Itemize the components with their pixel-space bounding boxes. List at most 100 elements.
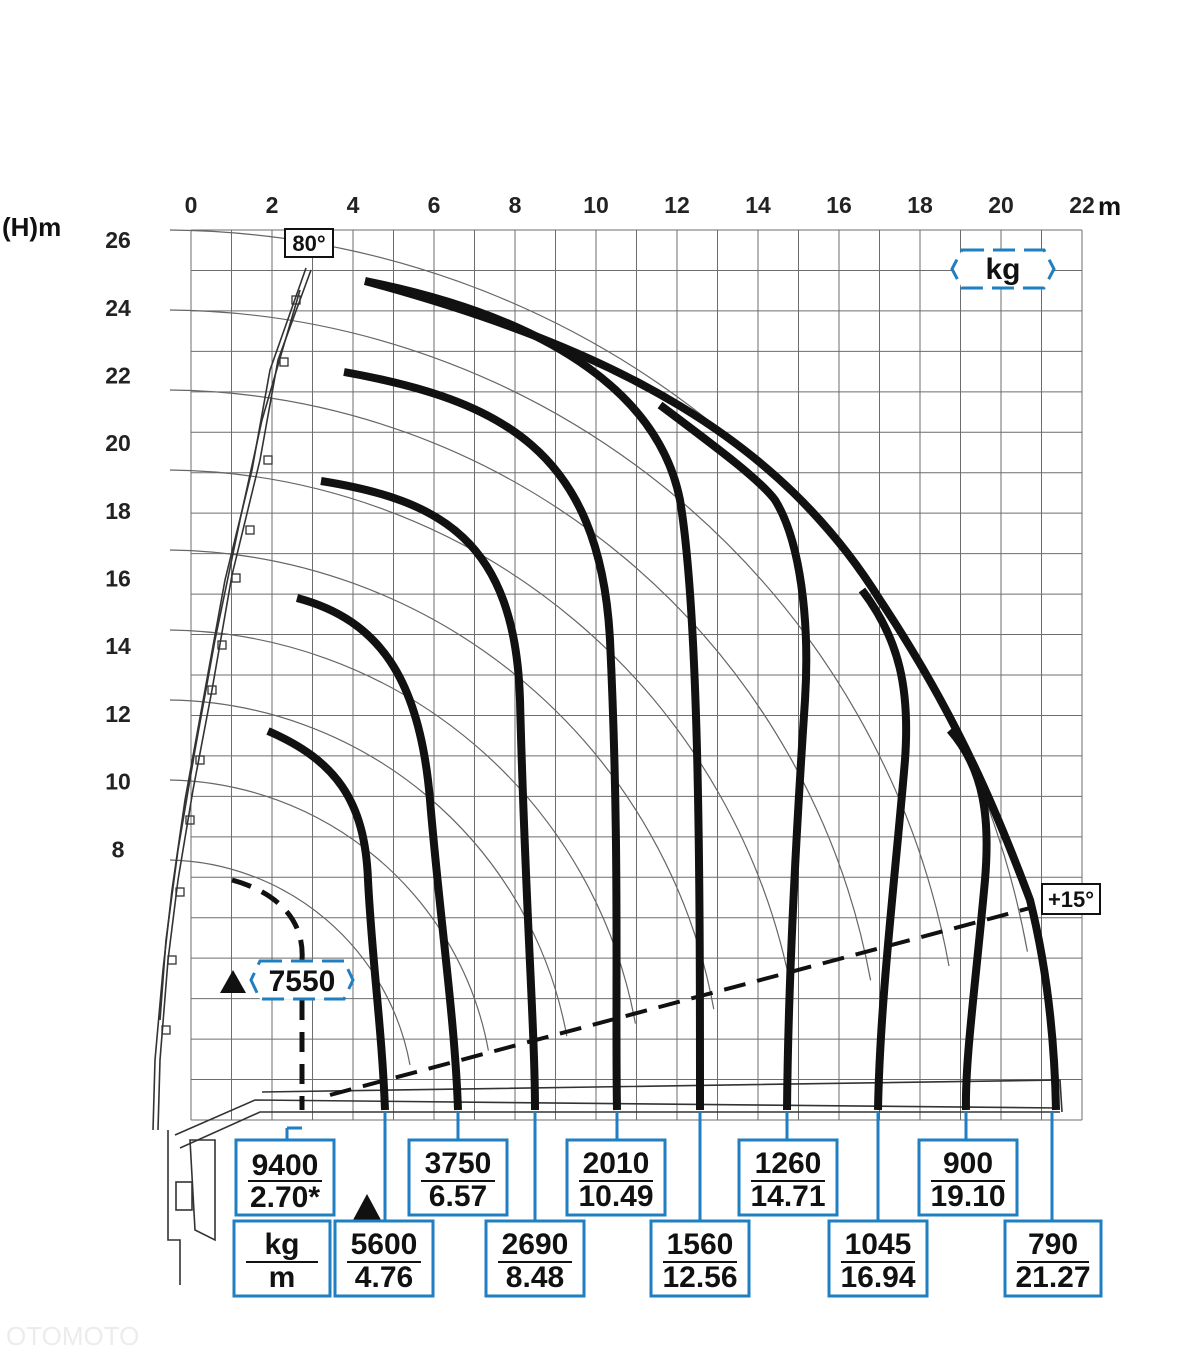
unit-key-reach: m	[269, 1261, 296, 1294]
x-tick-label: 22	[1069, 192, 1095, 218]
warning-triangle-icon	[353, 1194, 381, 1220]
max-angle-label: 80°	[292, 231, 325, 256]
boom-upper-outline	[157, 269, 312, 1131]
boom-joint	[263, 455, 273, 465]
min-angle-line	[329, 906, 1031, 1097]
y-tick-label: 18	[105, 498, 131, 524]
x-tick-label: 2	[266, 192, 279, 218]
y-tick-label: 14	[105, 633, 131, 659]
y-axis-ticks: 26 24 22 20 18 16 14 12 10 8	[105, 227, 131, 862]
reach-value: 6.57	[429, 1180, 487, 1213]
load-value: 1045	[845, 1228, 912, 1261]
extension-tube	[261, 1079, 1063, 1113]
x-tick-label: 10	[583, 192, 609, 218]
leader-lines	[285, 1112, 1054, 1221]
load-box-frame	[1003, 1219, 1103, 1298]
boom-joint	[167, 955, 177, 965]
reach-arc	[169, 389, 872, 981]
boom-lower-outline	[152, 267, 307, 1131]
load-value: 2010	[583, 1147, 650, 1180]
x-tick-label: 20	[988, 192, 1014, 218]
crane-boom	[152, 267, 1063, 1285]
load-value: 3750	[425, 1147, 492, 1180]
boom-joint	[231, 573, 241, 583]
reach-value: 4.76	[355, 1261, 413, 1294]
x-tick-label: 16	[826, 192, 852, 218]
y-tick-label: 20	[105, 430, 131, 456]
y-tick-label: 24	[105, 295, 131, 321]
x-tick-label: 12	[664, 192, 690, 218]
boom-joint	[217, 640, 227, 650]
x-tick-label: 4	[347, 192, 360, 218]
extension-hydraulics	[174, 1099, 1061, 1149]
x-tick-label: 8	[509, 192, 522, 218]
reach-arc	[169, 859, 411, 1066]
boom-joint	[175, 887, 185, 897]
load-value: 1560	[667, 1228, 734, 1261]
reach-value: 12.56	[662, 1261, 737, 1294]
load-value: 5600	[351, 1228, 418, 1261]
reach-value: 19.10	[930, 1180, 1005, 1213]
min-angle-box	[1041, 883, 1101, 915]
reach-arc	[169, 549, 715, 1010]
reach-arcs	[169, 229, 1028, 1066]
peak-reach-distance: 2.70*	[250, 1181, 320, 1214]
load-curve	[320, 477, 539, 1111]
x-tick-label: 0	[185, 192, 198, 218]
y-tick-label: 12	[105, 701, 131, 727]
load-box-frame	[649, 1219, 751, 1298]
load-curves	[266, 277, 1060, 1111]
boom-joint	[279, 357, 289, 367]
y-axis-label: (H)m	[2, 212, 61, 242]
load-curve	[295, 594, 462, 1111]
reach-arc	[169, 309, 950, 967]
y-tick-label: 8	[112, 836, 125, 862]
load-box-frame	[737, 1138, 839, 1217]
unit-key-box: kg m	[232, 1219, 332, 1298]
load-curve	[266, 727, 389, 1111]
boom-joint	[245, 525, 255, 535]
x-tick-label: 14	[745, 192, 771, 218]
crane-joints	[161, 295, 301, 1035]
y-tick-label: 26	[105, 227, 131, 253]
crane-base-column	[167, 1130, 216, 1285]
y-tick-label: 10	[105, 769, 131, 795]
load-box-frame	[407, 1138, 509, 1217]
x-tick-label: 6	[428, 192, 441, 218]
load-value: 1260	[755, 1147, 822, 1180]
reach-value: 21.27	[1015, 1261, 1090, 1294]
crane-control-box	[175, 1181, 193, 1211]
reach-value: 8.48	[506, 1261, 564, 1294]
reach-arc	[169, 779, 489, 1051]
boom-joint	[185, 815, 195, 825]
load-curve	[657, 401, 811, 1111]
x-tick-label: 18	[907, 192, 933, 218]
peak-reach-load: 9400	[252, 1149, 319, 1182]
load-box-frame	[565, 1138, 667, 1217]
load-value: 900	[943, 1147, 993, 1180]
unit-key-load: kg	[264, 1228, 299, 1261]
x-axis-ticks: 0 2 4 6 8 10 12 14 16 18 20 22	[185, 192, 1095, 218]
reach-value: 16.94	[840, 1261, 915, 1294]
x-axis-unit: m	[1098, 191, 1121, 221]
reach-arc	[169, 629, 636, 1024]
load-curve	[343, 368, 621, 1111]
load-boxes: 56004.7637506.5726908.48201010.49156012.…	[333, 1138, 1103, 1298]
peak-load-curve	[231, 877, 305, 1110]
load-box-frame	[484, 1219, 586, 1298]
load-box-frame	[333, 1219, 435, 1298]
boom-joint	[161, 1025, 171, 1035]
y-tick-label: 16	[105, 566, 131, 592]
load-box-frame	[917, 1138, 1019, 1217]
boom-joint	[291, 295, 301, 305]
